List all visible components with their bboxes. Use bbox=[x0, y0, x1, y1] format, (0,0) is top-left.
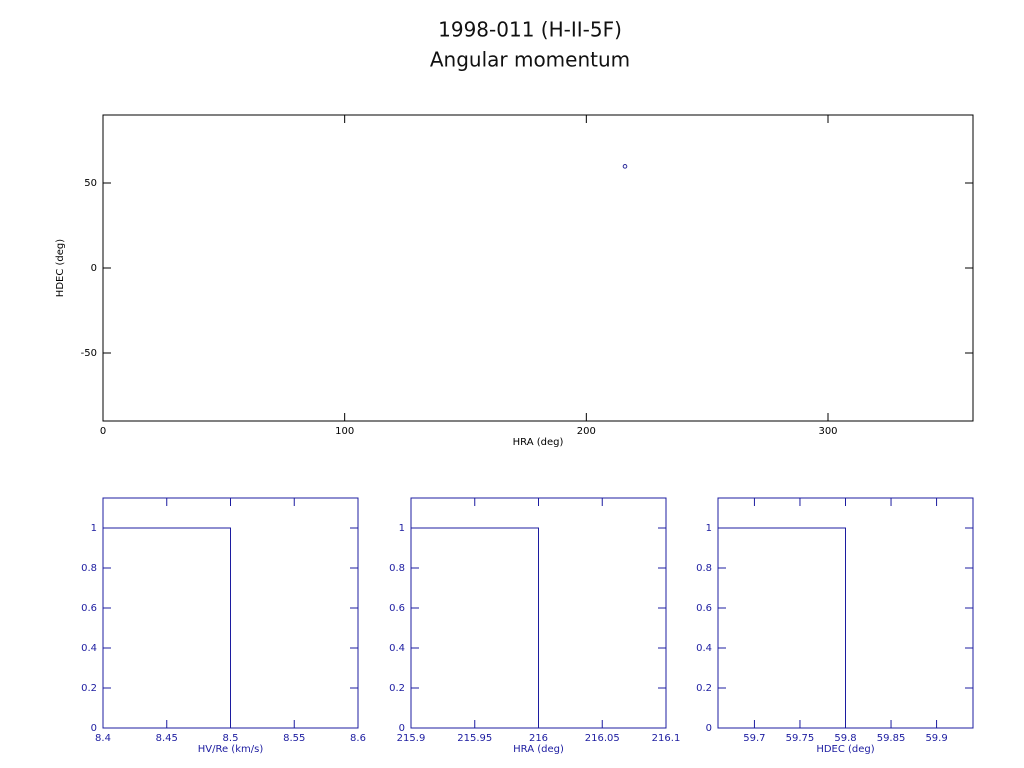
x-tick-label: 59.7 bbox=[743, 733, 765, 744]
y-axis-label: HDEC (deg) bbox=[55, 239, 66, 297]
x-tick-label: 8.4 bbox=[95, 733, 111, 744]
y-tick-label: 0.6 bbox=[389, 603, 405, 614]
y-tick-label: 0.4 bbox=[389, 643, 405, 654]
histogram-bar bbox=[102, 527, 231, 728]
y-tick-label: 0.2 bbox=[81, 683, 97, 694]
y-tick-label: 1 bbox=[91, 523, 97, 534]
y-tick-label: 0 bbox=[706, 723, 712, 734]
x-tick-label: 300 bbox=[818, 426, 837, 437]
x-axis-label: HRA (deg) bbox=[513, 744, 564, 755]
x-tick-label: 215.95 bbox=[457, 733, 492, 744]
y-tick-label: 0.8 bbox=[389, 563, 405, 574]
histogram-bar bbox=[717, 527, 846, 728]
x-tick-label: 59.75 bbox=[786, 733, 815, 744]
x-tick-label: 0 bbox=[100, 426, 106, 437]
y-tick-label: 50 bbox=[84, 178, 97, 189]
x-tick-label: 8.45 bbox=[156, 733, 178, 744]
x-tick-label: 100 bbox=[335, 426, 354, 437]
x-tick-label: 216.05 bbox=[585, 733, 620, 744]
y-tick-label: 0.8 bbox=[81, 563, 97, 574]
x-tick-label: 215.9 bbox=[397, 733, 426, 744]
x-tick-label: 59.8 bbox=[834, 733, 856, 744]
x-tick-label: 8.6 bbox=[350, 733, 366, 744]
y-tick-label: 0.2 bbox=[389, 683, 405, 694]
x-tick-label: 8.55 bbox=[283, 733, 305, 744]
x-tick-label: 216 bbox=[529, 733, 548, 744]
x-tick-label: 59.9 bbox=[925, 733, 947, 744]
x-tick-label: 200 bbox=[577, 426, 596, 437]
y-tick-label: 0 bbox=[91, 723, 97, 734]
x-axis-label: HDEC (deg) bbox=[816, 744, 874, 755]
y-tick-label: 1 bbox=[706, 523, 712, 534]
x-tick-label: 8.5 bbox=[223, 733, 239, 744]
chart-subtitle: Angular momentum bbox=[430, 48, 630, 72]
y-tick-label: 0 bbox=[399, 723, 405, 734]
x-axis-label: HRA (deg) bbox=[513, 437, 564, 448]
data-point bbox=[622, 164, 628, 169]
y-tick-label: 0.4 bbox=[696, 643, 712, 654]
y-tick-label: 0.4 bbox=[81, 643, 97, 654]
histogram-bar bbox=[410, 527, 539, 728]
y-tick-label: 0 bbox=[91, 263, 97, 274]
x-axis-label: HV/Re (km/s) bbox=[198, 744, 264, 755]
y-tick-label: 0.2 bbox=[696, 683, 712, 694]
y-tick-label: 0.6 bbox=[696, 603, 712, 614]
y-tick-label: 0.6 bbox=[81, 603, 97, 614]
y-tick-label: 0.8 bbox=[696, 563, 712, 574]
plot-frame bbox=[102, 114, 974, 422]
x-tick-label: 59.85 bbox=[877, 733, 906, 744]
chart-title: 1998-011 (H-II-5F) bbox=[438, 18, 622, 42]
y-tick-label: 1 bbox=[399, 523, 405, 534]
y-tick-label: -50 bbox=[81, 348, 97, 359]
x-tick-label: 216.1 bbox=[652, 733, 681, 744]
